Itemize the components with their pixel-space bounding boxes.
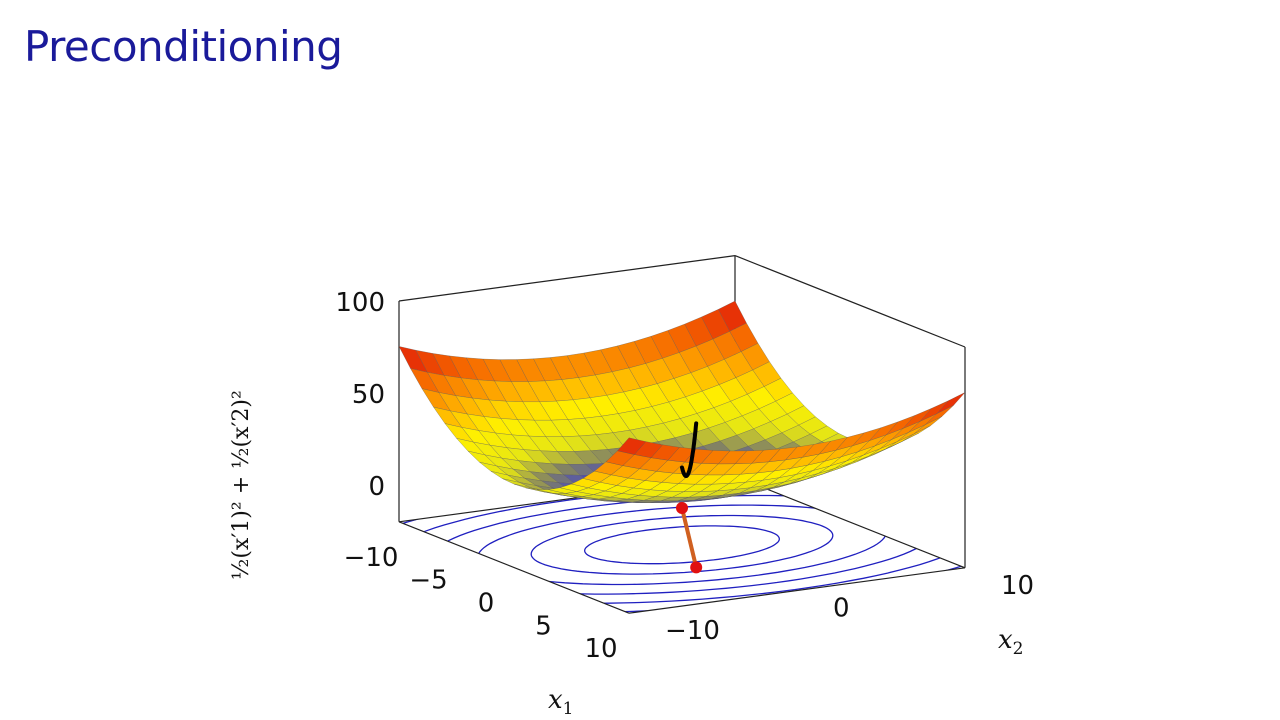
x2-tick-label: −10 <box>665 616 720 646</box>
slide-title: Preconditioning <box>24 22 343 71</box>
box-edge <box>398 255 736 302</box>
curve-on-surface <box>680 421 699 478</box>
floor-box-lines <box>398 475 966 614</box>
x-tick-label: 5 <box>535 611 552 641</box>
surface-patch <box>936 392 966 414</box>
floor-edge <box>398 521 630 614</box>
surface-mesh <box>398 300 966 503</box>
x2-tick-label: 0 <box>833 594 850 624</box>
contour-line <box>530 514 834 575</box>
start-point <box>676 502 688 514</box>
x-tick-label: 10 <box>584 634 617 664</box>
x2-axis-label: x2 <box>998 625 1024 659</box>
z-axis-label: ½(x′1)² + ½(x′2)² <box>229 390 254 580</box>
end-point <box>690 561 703 574</box>
floor-edge <box>628 567 966 614</box>
z-tick-label: 50 <box>352 380 385 410</box>
contour-line <box>477 504 887 586</box>
surface-curve <box>680 421 699 478</box>
x2-tick-label: 10 <box>1001 571 1034 601</box>
x-tick-label: −5 <box>409 566 447 596</box>
x-tick-label: 0 <box>478 589 495 619</box>
descent-path <box>680 507 699 568</box>
z-tick-label: 0 <box>368 472 385 502</box>
box-edge <box>734 255 966 348</box>
contour-line <box>584 525 780 565</box>
path-line <box>676 502 703 574</box>
surface-patch <box>617 437 647 455</box>
z-tick-label: 100 <box>335 288 385 318</box>
floor-edge <box>734 475 966 569</box>
x1-axis-label: x1 <box>548 685 574 719</box>
x-tick-label: −10 <box>344 543 399 573</box>
svg-text:½(x′1)² + ½(x′2)²: ½(x′1)² + ½(x′2)² <box>229 390 254 580</box>
